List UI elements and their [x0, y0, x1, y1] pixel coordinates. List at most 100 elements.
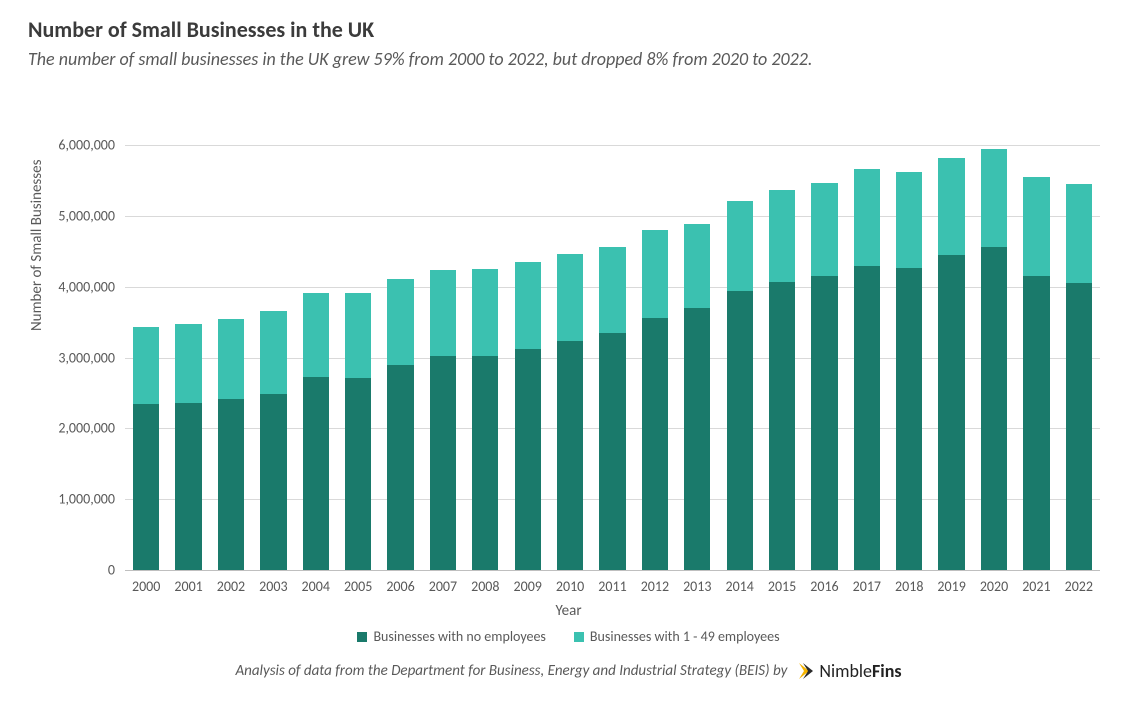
bar-segment — [769, 190, 795, 282]
source-text: Analysis of data from the Department for… — [235, 662, 787, 680]
chart-plot-area: 01,000,0002,000,0003,000,0004,000,0005,0… — [125, 110, 1100, 570]
bar — [727, 201, 753, 570]
bar-segment — [1023, 177, 1049, 275]
bar — [218, 319, 244, 570]
bar — [303, 293, 329, 570]
logo-text-bold: Fins — [872, 660, 902, 682]
x-tick-label: 2007 — [423, 578, 463, 595]
x-tick-label: 2012 — [635, 578, 675, 595]
bar — [599, 247, 625, 570]
gridline — [125, 145, 1100, 146]
x-tick-label: 2001 — [169, 578, 209, 595]
bar — [642, 230, 668, 570]
logo-text-light: Nimble — [819, 660, 872, 682]
bar — [1023, 177, 1049, 570]
bar — [175, 324, 201, 570]
bar-segment — [1023, 276, 1049, 570]
x-tick-label: 2005 — [338, 578, 378, 595]
x-axis-line — [125, 570, 1100, 571]
bar-segment — [472, 269, 498, 356]
bar — [811, 183, 837, 570]
bar-segment — [175, 403, 201, 570]
bar-segment — [260, 311, 286, 394]
bar-segment — [472, 356, 498, 570]
legend-item: Businesses with 1 - 49 employees — [574, 628, 780, 645]
x-tick-label: 2019 — [932, 578, 972, 595]
bar — [938, 158, 964, 570]
x-tick-label: 2006 — [381, 578, 421, 595]
x-axis-label: Year — [0, 602, 1137, 620]
x-tick-label: 2016 — [804, 578, 844, 595]
bar-segment — [387, 365, 413, 570]
bar-segment — [430, 356, 456, 570]
x-tick-label: 2022 — [1059, 578, 1099, 595]
y-tick-label: 2,000,000 — [35, 420, 115, 437]
bar-segment — [345, 293, 371, 377]
bar-segment — [1066, 283, 1092, 570]
y-tick-label: 1,000,000 — [35, 491, 115, 508]
bar-segment — [769, 282, 795, 570]
x-tick-label: 2009 — [508, 578, 548, 595]
bar-segment — [684, 308, 710, 570]
bar-segment — [981, 247, 1007, 570]
bar-segment — [599, 247, 625, 333]
bar — [854, 169, 880, 570]
bar — [769, 190, 795, 570]
y-tick-label: 0 — [35, 562, 115, 579]
bar-segment — [642, 318, 668, 570]
bar-segment — [345, 378, 371, 570]
bar-segment — [811, 183, 837, 276]
bar-segment — [599, 333, 625, 570]
bar — [1066, 184, 1092, 570]
chart-title: Number of Small Businesses in the UK — [28, 16, 374, 43]
x-tick-label: 2003 — [253, 578, 293, 595]
bar-segment — [133, 327, 159, 404]
bar-segment — [684, 224, 710, 308]
legend-label: Businesses with no employees — [373, 628, 545, 645]
bar-segment — [387, 279, 413, 365]
bar — [515, 262, 541, 570]
source-attribution: Analysis of data from the Department for… — [0, 660, 1137, 682]
chart-legend: Businesses with no employees Businesses w… — [0, 628, 1137, 645]
bar-segment — [1066, 184, 1092, 283]
x-tick-label: 2002 — [211, 578, 251, 595]
bar-segment — [896, 268, 922, 570]
x-tick-label: 2008 — [465, 578, 505, 595]
bar-segment — [557, 341, 583, 570]
bar-segment — [854, 266, 880, 570]
y-tick-label: 6,000,000 — [35, 137, 115, 154]
bar-segment — [303, 293, 329, 377]
bar-segment — [218, 319, 244, 400]
x-tick-label: 2013 — [677, 578, 717, 595]
x-tick-label: 2020 — [974, 578, 1014, 595]
x-tick-label: 2017 — [847, 578, 887, 595]
bar — [557, 254, 583, 570]
bar-segment — [515, 262, 541, 349]
bar — [981, 149, 1007, 570]
bar-segment — [938, 255, 964, 570]
x-tick-label: 2004 — [296, 578, 336, 595]
x-tick-label: 2011 — [593, 578, 633, 595]
x-tick-label: 2021 — [1016, 578, 1056, 595]
nimblefins-logo: NimbleFins — [795, 660, 901, 682]
chevron-icon — [795, 661, 815, 681]
x-tick-label: 2010 — [550, 578, 590, 595]
bar-segment — [896, 172, 922, 268]
y-tick-label: 5,000,000 — [35, 208, 115, 225]
bar-segment — [133, 404, 159, 570]
x-tick-label: 2015 — [762, 578, 802, 595]
bar-segment — [303, 377, 329, 570]
bar-segment — [557, 254, 583, 340]
legend-item: Businesses with no employees — [357, 628, 545, 645]
x-tick-label: 2014 — [720, 578, 760, 595]
bar-segment — [854, 169, 880, 265]
bar — [387, 279, 413, 570]
chart-subtitle: The number of small businesses in the UK… — [28, 48, 812, 70]
legend-swatch — [574, 632, 584, 642]
legend-label: Businesses with 1 - 49 employees — [590, 628, 780, 645]
bar-segment — [981, 149, 1007, 247]
bar — [345, 293, 371, 570]
bar — [260, 311, 286, 570]
y-axis-label: Number of Small Businesses — [28, 160, 46, 331]
bar-segment — [430, 270, 456, 356]
